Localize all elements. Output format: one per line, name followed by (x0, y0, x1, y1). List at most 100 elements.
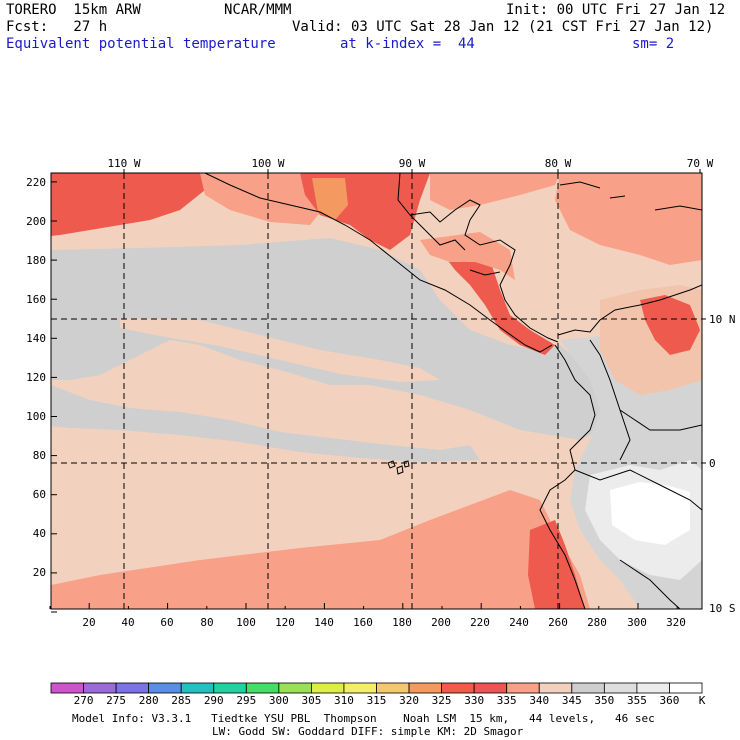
y-tick-label: 160 (26, 293, 46, 306)
coastline-south-america (557, 284, 702, 336)
colorbar-swatch (115, 682, 150, 694)
init-time: Init: 00 UTC Fri 27 Jan 12 (506, 2, 726, 18)
colorbar-labels: 270 275 280 285 290 295 300 305 310 315 320 325 330 3… (74, 694, 680, 707)
physics-info: LW: Godd SW: Goddard DIFF: simple KM: 2D… (212, 725, 524, 738)
theta-e-field (51, 173, 702, 609)
lat-label: 10 N (709, 313, 736, 326)
x-tick-label: 20 (82, 616, 95, 629)
coastline-mexico-pacific (204, 173, 553, 353)
colorbar-swatch (83, 682, 117, 694)
colorbar-label: 325 (432, 694, 452, 707)
orange-mexico (312, 178, 348, 220)
lon-label: 100 W (251, 157, 284, 170)
colorbar-swatch (408, 682, 442, 694)
colorbar-label: 315 (367, 694, 387, 707)
y-tick-label: 180 (26, 254, 46, 267)
x-tick-label: 120 (275, 616, 295, 629)
colorbar-label: 335 (497, 694, 517, 707)
colorbar-label: 345 (562, 694, 582, 707)
x-tick-label: 180 (392, 616, 412, 629)
x-tick-label: 80 (200, 616, 213, 629)
x-tick-label: 40 (121, 616, 134, 629)
colorbar-label: 290 (204, 694, 224, 707)
colorbar-label: 285 (171, 694, 191, 707)
coastline-gulf (397, 173, 559, 343)
colorbar-label: 305 (301, 694, 321, 707)
level-label: at k-index = 44 (340, 36, 475, 52)
lon-label: 70 W (687, 157, 714, 170)
colorbar-label: 300 (269, 694, 289, 707)
plot-frame (50, 172, 703, 610)
lon-label: 110 W (107, 157, 140, 170)
x-tick-label: 220 (470, 616, 490, 629)
axis-ticks (49, 169, 706, 613)
amazon-white-core (610, 482, 690, 545)
x-tick-label: 200 (431, 616, 451, 629)
x-tick-label: 320 (666, 616, 686, 629)
x-tick-label: 100 (236, 616, 256, 629)
x-tick-label: 160 (353, 616, 373, 629)
salmon-caribbean (555, 173, 702, 265)
coastlines (204, 173, 702, 609)
red-central-america (440, 245, 555, 355)
gray-band-south (51, 385, 480, 462)
colorbar-label: 360 (660, 694, 680, 707)
colorbar-label: 310 (334, 694, 354, 707)
colorbar-label: 355 (627, 694, 647, 707)
border-ecuador-peru (574, 469, 631, 481)
colorbar-swatch (669, 682, 703, 694)
colorbar-label: 350 (594, 694, 614, 707)
colorbar-swatch (376, 682, 410, 694)
peach-streak (120, 318, 440, 382)
border-honduras-nicaragua (469, 269, 501, 276)
lat-label: 10 S (709, 602, 736, 615)
y-tick-label: 80 (33, 449, 46, 462)
field-title: Equivalent potential temperature (6, 36, 276, 52)
colorbar-swatch (603, 682, 638, 694)
y-tick-label: 220 (26, 176, 46, 189)
lat-label: 0 (709, 457, 716, 470)
y-tick-label: 60 (33, 488, 46, 501)
colorbar-swatch (343, 682, 377, 694)
colorbar-swatch (571, 682, 605, 694)
border-colombia (589, 339, 631, 461)
smoothing-label: sm= 2 (632, 36, 675, 52)
y-tick-label: 200 (26, 215, 46, 228)
colorbar-label: 295 (236, 694, 256, 707)
model-info: Model Info: V3.3.1 Tiedtke YSU PBL Thomp… (72, 712, 655, 725)
colorbar-swatch (636, 682, 670, 694)
colorbar-swatch (245, 682, 280, 694)
colorbar-swatch (50, 682, 84, 694)
colorbar (50, 682, 703, 694)
colorbar-swatch (213, 682, 247, 694)
graticule (51, 173, 702, 609)
x-tick-label: 60 (160, 616, 173, 629)
colorbar-label: 270 (74, 694, 94, 707)
coastline-galapagos (387, 460, 410, 475)
colorbar-swatch (148, 682, 182, 694)
salmon-gulf (430, 173, 560, 210)
lon-label: 90 W (399, 157, 426, 170)
lon-label: 80 W (545, 157, 572, 170)
valid-time: Valid: 03 UTC Sat 28 Jan 12 (21 CST Fri … (292, 19, 714, 35)
y-tick-label: 120 (26, 371, 46, 384)
colorbar-swatch (441, 682, 475, 694)
colorbar-swatch (473, 682, 508, 694)
colorbar-label: 320 (399, 694, 419, 707)
salmon-south (51, 490, 590, 609)
x-tick-label: 260 (548, 616, 568, 629)
x-tick-label: 300 (627, 616, 647, 629)
gray-band-north (51, 238, 620, 440)
x-tick-label: 280 (587, 616, 607, 629)
colorbar-label: 330 (464, 694, 484, 707)
organization: NCAR/MMM (224, 2, 292, 18)
coastline-caribbean-islands (559, 181, 702, 211)
colorbar-swatch (538, 682, 573, 694)
colorbar-swatch (506, 682, 540, 694)
y-tick-label: 40 (33, 527, 46, 540)
border-peru-brazil (629, 469, 702, 511)
model-name: TORERO 15km ARW (6, 2, 141, 18)
colorbar-label: 275 (106, 694, 126, 707)
coastline-colombia-pacific (539, 344, 596, 609)
